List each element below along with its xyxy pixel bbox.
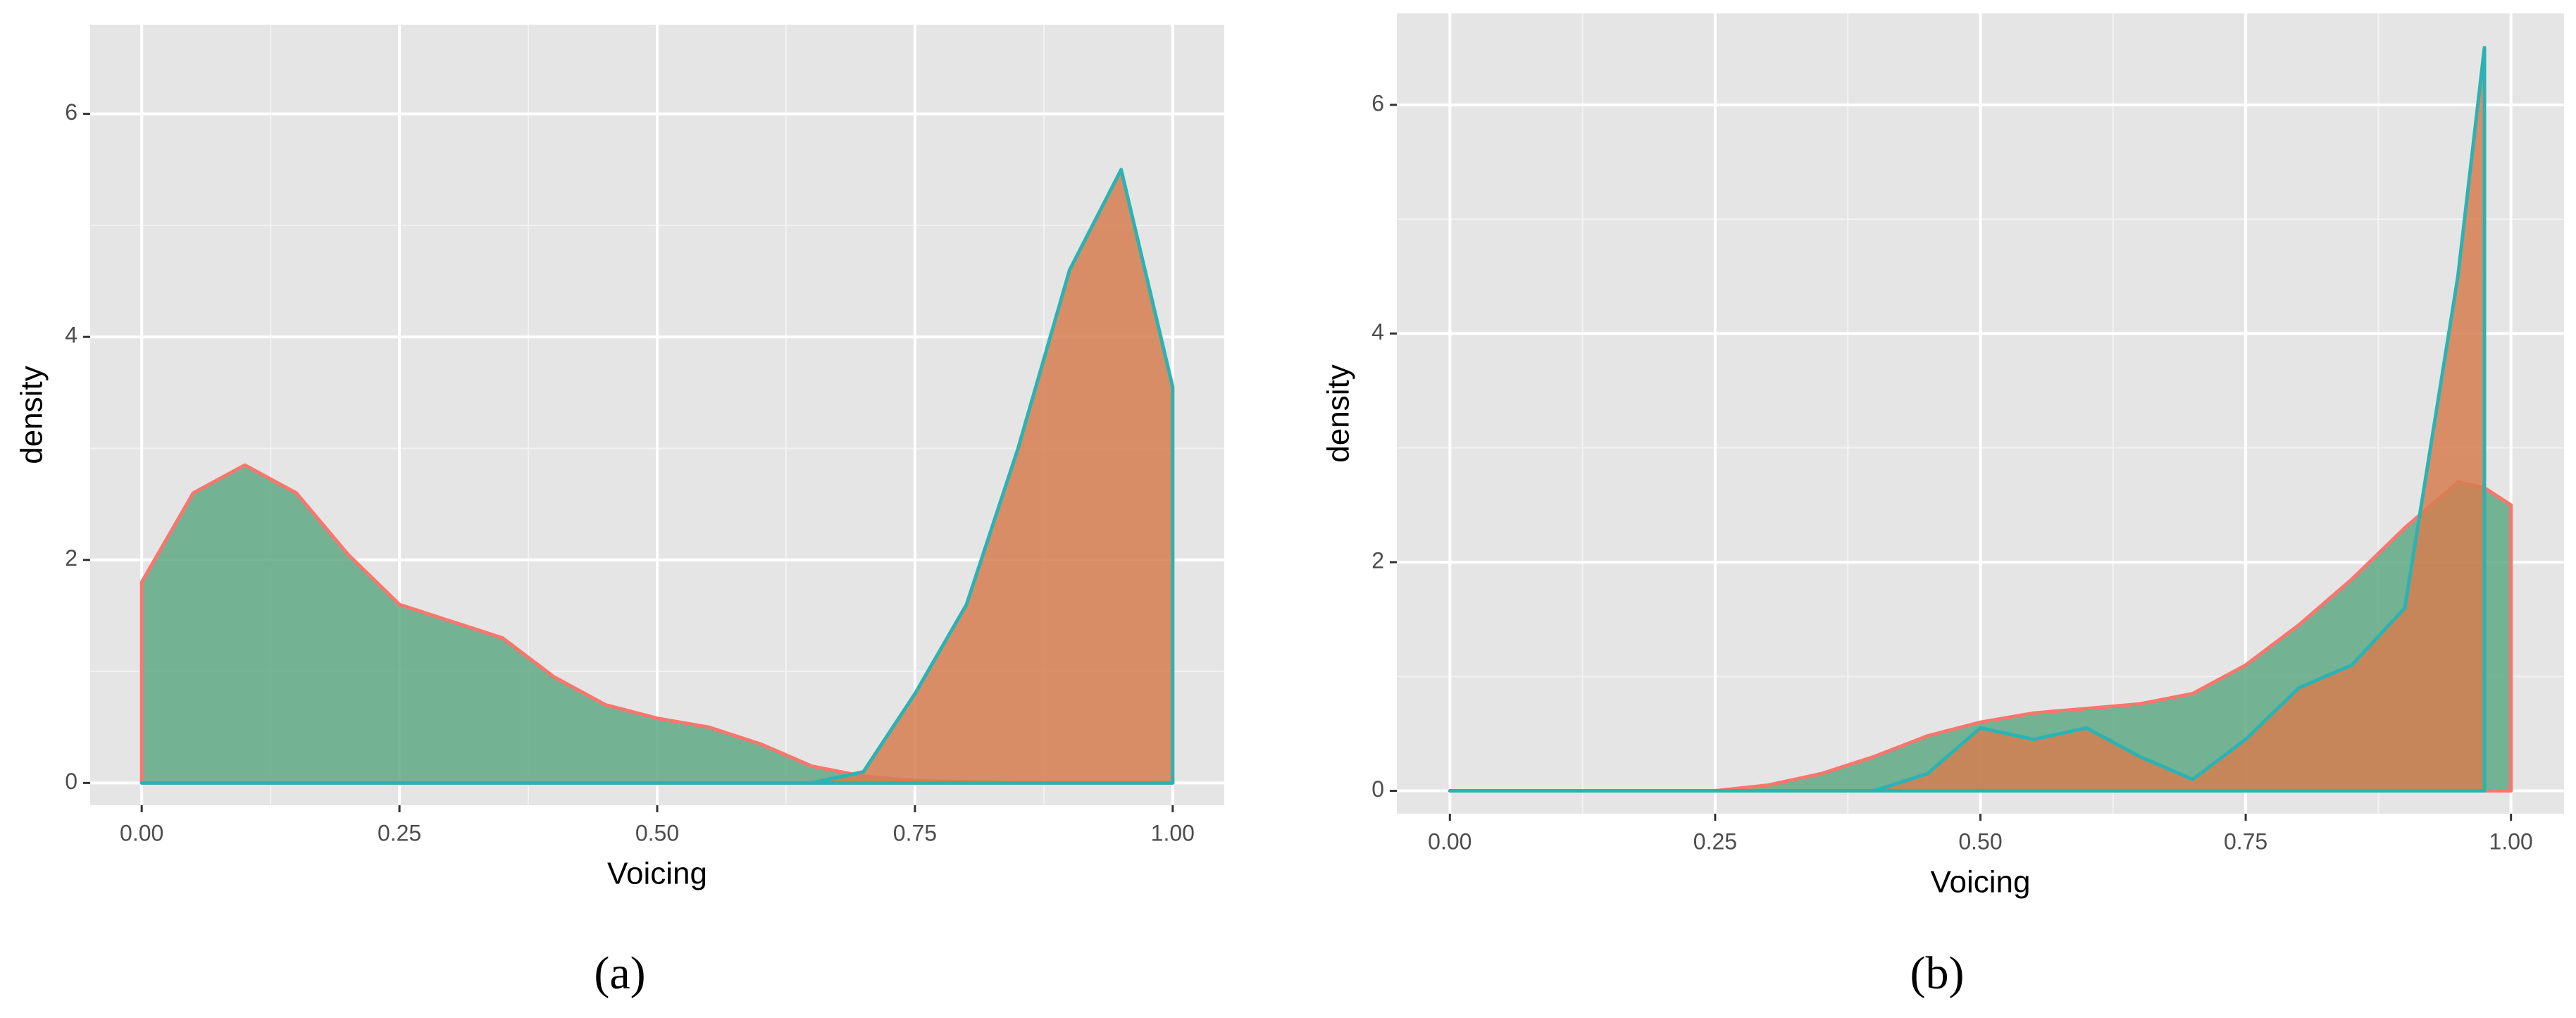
x-tick-label: 0.75 (2224, 828, 2267, 854)
density-area (1448, 46, 2487, 793)
y-axis-label: density (1321, 364, 1356, 462)
x-tick-label: 0.00 (120, 820, 163, 845)
y-tick-label: 0 (1371, 776, 1384, 802)
y-tick-label: 6 (1371, 90, 1384, 116)
chart-panel: 0.00 0.25 0.50 0.75 1.00 0 2 4 6 Voicing density (a… (15, 25, 1224, 999)
density-area (139, 168, 1175, 785)
chart-panel: 0.00 0.25 0.50 0.75 1.00 0 2 4 6 Voicing density (b… (1321, 13, 2564, 999)
x-tick-label: 0.75 (893, 820, 937, 845)
y-tick-label: 4 (65, 323, 77, 348)
x-tick-label: 1.00 (1151, 820, 1195, 845)
y-axis-label: density (15, 366, 49, 464)
y-tick-label: 2 (65, 545, 77, 571)
x-tick-label: 0.50 (635, 820, 679, 845)
y-tick-label: 2 (1371, 547, 1384, 573)
x-tick-label: 1.00 (2489, 828, 2533, 854)
x-tick-label: 0.25 (378, 820, 421, 845)
x-tick-label: 0.25 (1693, 828, 1737, 854)
y-tick-label: 4 (1371, 319, 1384, 344)
x-axis-label: Voicing (607, 857, 707, 891)
x-axis-label: Voicing (1931, 865, 2031, 900)
caption: (b) (1910, 948, 1965, 999)
y-tick-label: 6 (65, 99, 77, 125)
x-tick-label: 0.00 (1428, 828, 1471, 854)
x-tick-label: 0.50 (1958, 828, 2002, 854)
y-tick-label: 0 (65, 769, 77, 794)
caption: (a) (594, 948, 645, 999)
